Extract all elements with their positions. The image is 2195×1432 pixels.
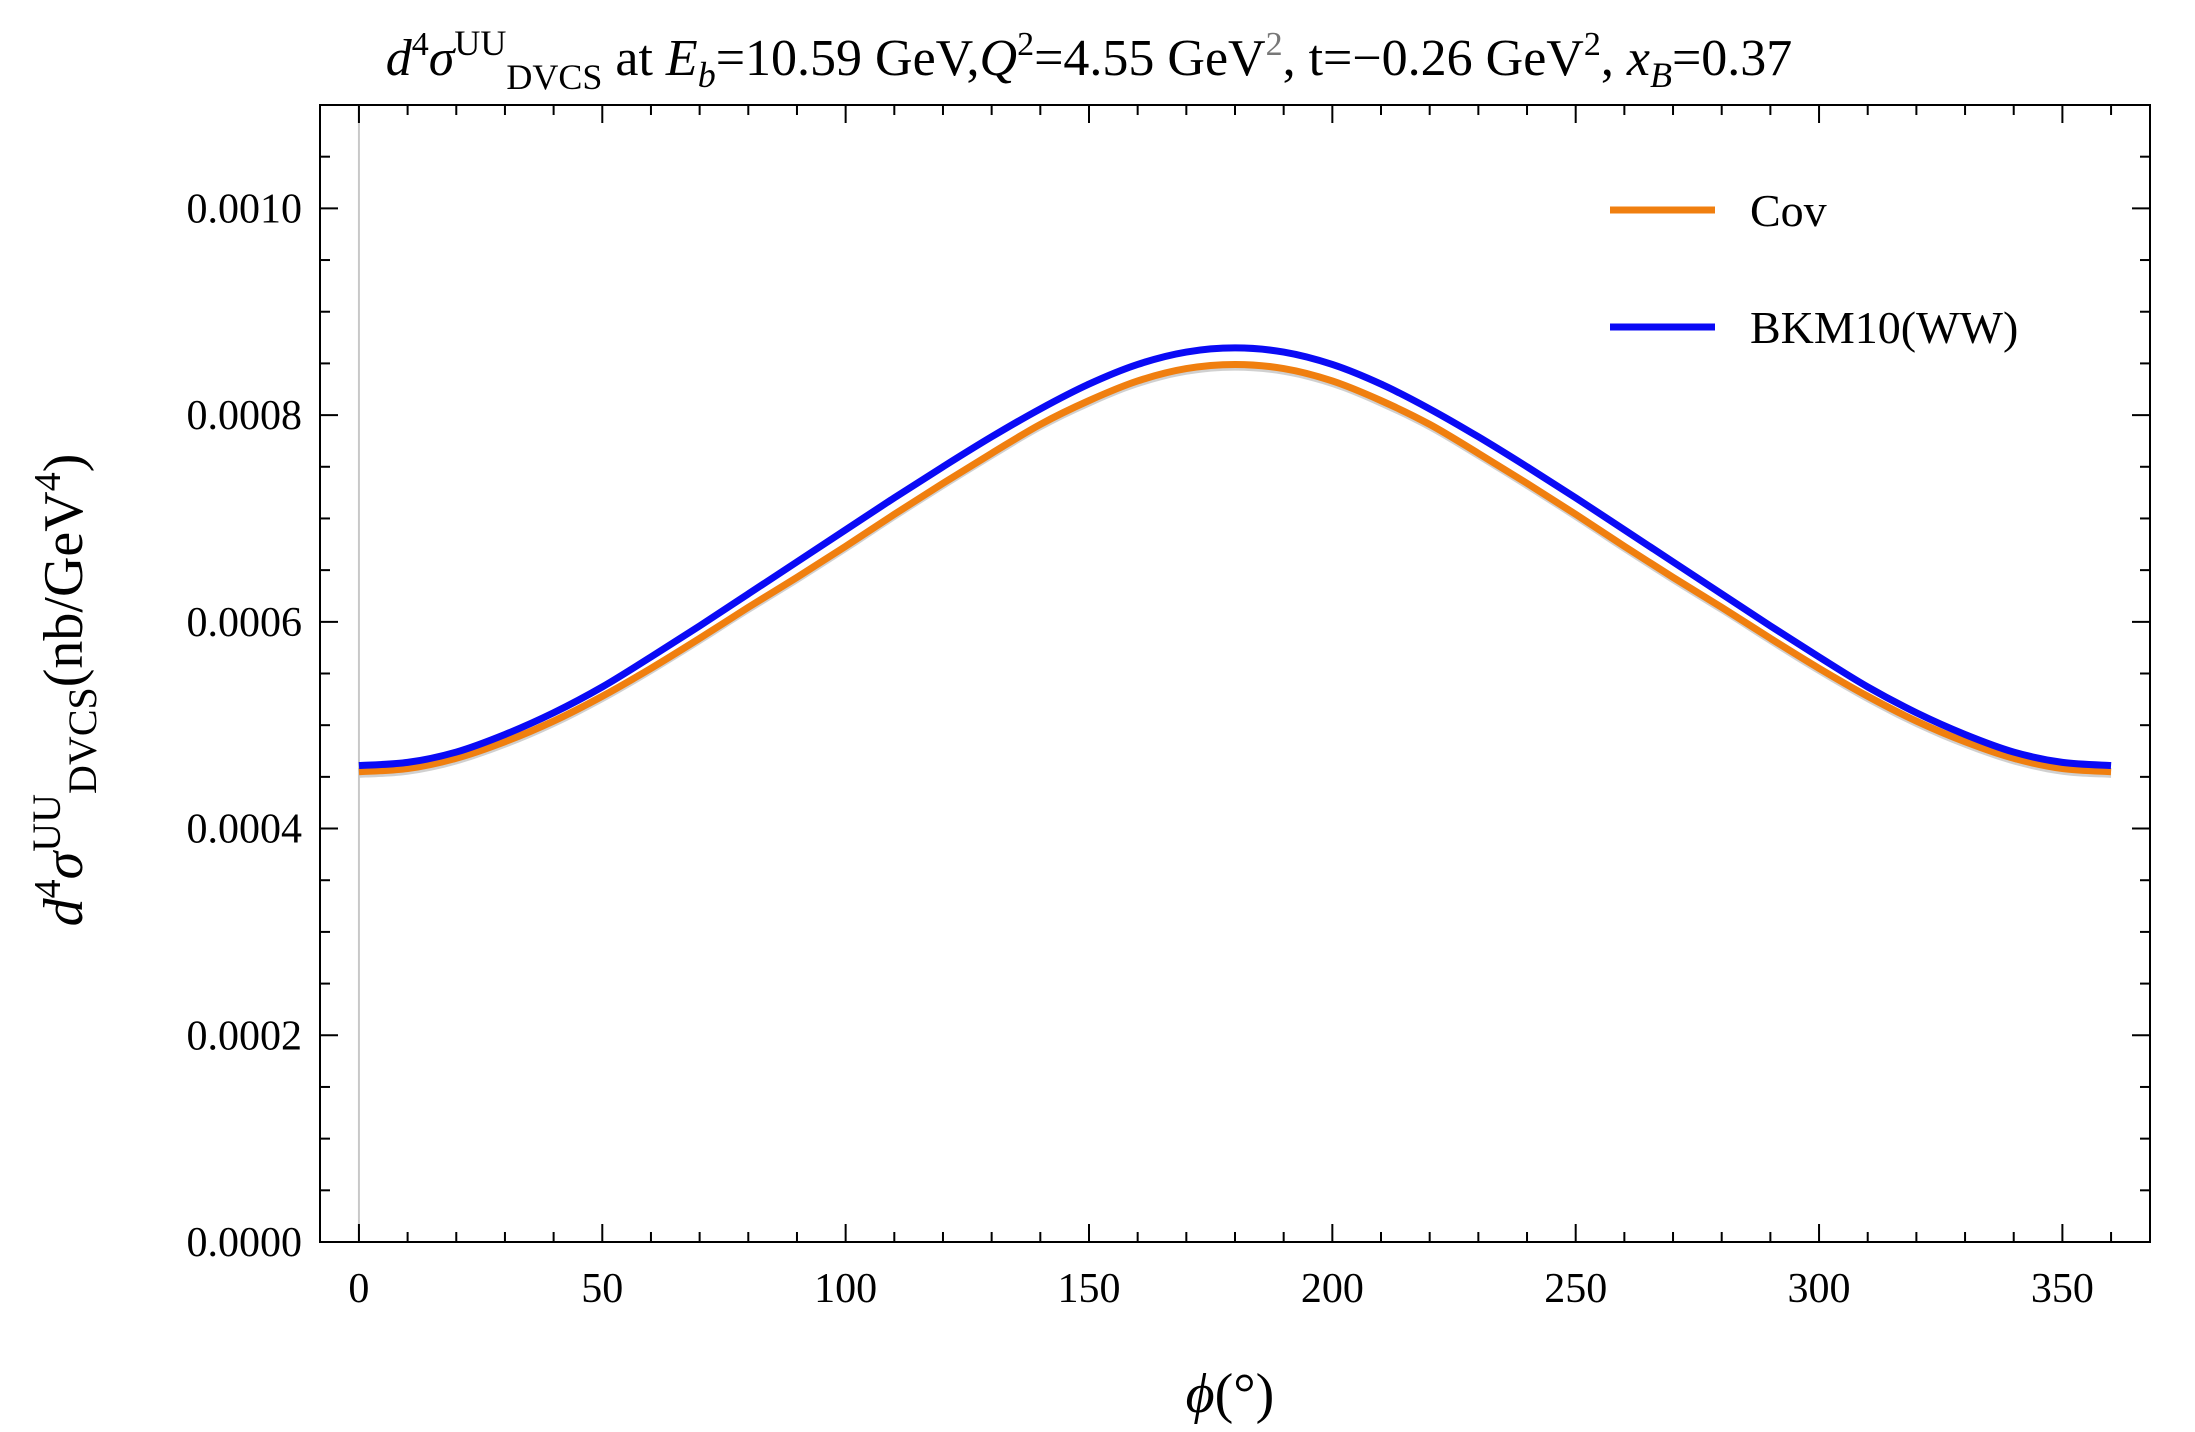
title-xb-sym: x <box>1626 30 1650 87</box>
title-at: at <box>602 30 666 87</box>
chart-title: d4σUUDVCS at Eb=10.59 GeV,Q2=4.55 GeV2, … <box>386 23 1793 97</box>
x-tick-label: 100 <box>814 1266 877 1312</box>
x-tick-label: 300 <box>1788 1266 1851 1312</box>
title-xb-sep: , <box>1601 30 1627 87</box>
title-pol: UU <box>454 23 506 63</box>
title-eb-sub: b <box>698 55 716 95</box>
title-q2-sym: Q <box>980 30 1018 87</box>
plot-frame <box>319 104 2151 1243</box>
title-eb-sym: E <box>665 30 698 87</box>
title-q2-unit-sup: 2 <box>1266 26 1283 63</box>
x-tick-labels: 0 50 100 150 200 250 300 350 <box>348 1266 2093 1312</box>
y-tick-label: 0.0004 <box>187 807 303 853</box>
title-quantity: d <box>386 30 413 87</box>
title-sigma: σ <box>429 30 457 87</box>
cov-uncertainty-band <box>358 362 2112 778</box>
y-tick-label: 0.0002 <box>187 1013 303 1059</box>
title-xb-val: =0.37 <box>1672 30 1792 87</box>
axis-ticks <box>320 104 2150 1243</box>
legend: Cov BKM10(WW) <box>1610 185 2018 353</box>
ylabel-unit-sup: 4 <box>27 472 69 491</box>
legend-label-cov: Cov <box>1750 185 1827 236</box>
title-q2-val: =4.55 GeV <box>1034 30 1266 87</box>
ylabel-order: 4 <box>27 879 69 898</box>
x-tick-label: 350 <box>2031 1266 2094 1312</box>
legend-label-bkm10: BKM10(WW) <box>1750 302 2018 353</box>
title-order: 4 <box>412 26 429 63</box>
y-tick-label: 0.0000 <box>187 1220 303 1266</box>
x-tick-label: 250 <box>1544 1266 1607 1312</box>
plot-area: 0 50 100 150 200 250 300 350 0.0000 0.0002 0.0004… <box>187 104 2151 1312</box>
title-q2-sup: 2 <box>1017 26 1034 63</box>
ylabel-pol: UU <box>24 794 69 852</box>
ylabel-unit-close: ) <box>33 454 95 473</box>
x-tick-label: 0 <box>348 1266 369 1312</box>
y-tick-label: 0.0010 <box>187 186 303 232</box>
xlabel-sym: ϕ <box>1186 1363 1215 1425</box>
y-axis-label: d4σUUDVCS(nb/GeV4) <box>24 454 105 927</box>
title-xb-sub: B <box>1650 55 1672 95</box>
series-line-bkm10 <box>358 344 2112 769</box>
ylabel-quantity: d <box>33 897 95 926</box>
x-tick-label: 150 <box>1057 1266 1120 1312</box>
x-axis-label: ϕ(°) <box>1186 1363 1275 1425</box>
x-tick-label: 200 <box>1301 1266 1364 1312</box>
title-process: DVCS <box>506 57 602 97</box>
x-tick-label: 50 <box>581 1266 623 1312</box>
series-line-cov <box>358 360 2112 776</box>
xlabel-unit: (°) <box>1215 1363 1275 1425</box>
ylabel-sigma: σ <box>33 849 95 879</box>
title-t-val: , t=−0.26 GeV <box>1283 30 1584 87</box>
series-lines <box>358 344 2112 776</box>
y-tick-label: 0.0008 <box>187 393 303 439</box>
title-t-unit-sup: 2 <box>1584 26 1601 63</box>
ylabel-unit-open: (nb/GeV <box>33 491 95 687</box>
y-tick-label: 0.0006 <box>187 600 303 646</box>
y-tick-labels: 0.0000 0.0002 0.0004 0.0006 0.0008 0.0010 <box>187 186 303 1266</box>
title-eb-val: =10.59 GeV, <box>716 30 980 87</box>
ylabel-process: DVCS <box>60 687 105 794</box>
